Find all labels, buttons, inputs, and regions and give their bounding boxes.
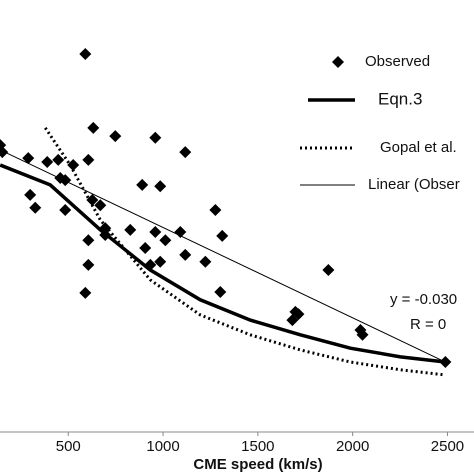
data-point: [214, 286, 227, 299]
data-point: [24, 188, 37, 201]
series-line: [0, 163, 446, 364]
annotation: R = 0: [410, 316, 446, 333]
legend-label: Linear (Obser: [368, 176, 460, 193]
data-point: [29, 201, 42, 214]
data-point: [174, 225, 187, 238]
data-point: [87, 121, 100, 134]
data-point: [82, 258, 95, 271]
data-point: [82, 234, 95, 247]
data-point: [179, 248, 192, 261]
series-line: [44, 127, 446, 377]
data-point: [159, 234, 172, 247]
data-point: [139, 241, 152, 254]
data-point: [286, 314, 299, 327]
legend-label: Eqn.3: [378, 89, 422, 108]
data-point: [41, 156, 54, 168]
x-tick-label: 2500: [431, 438, 464, 455]
x-tick-label: 1000: [146, 438, 179, 455]
legend-label: Observed: [365, 53, 430, 70]
x-tick-label: 500: [56, 438, 81, 455]
data-point: [79, 286, 92, 299]
data-point: [109, 130, 122, 143]
data-point: [82, 153, 95, 166]
data-point: [356, 328, 369, 341]
data-point: [94, 199, 107, 212]
data-point: [0, 139, 7, 152]
data-point: [292, 308, 305, 321]
x-tick-label: 1500: [241, 438, 274, 455]
data-point: [124, 223, 137, 236]
legend-marker: [332, 56, 344, 68]
x-tick-label: 2000: [336, 438, 369, 455]
legend-label: Gopal et al.: [380, 139, 457, 156]
data-point: [22, 152, 35, 165]
data-point: [67, 159, 80, 172]
data-point: [59, 203, 72, 216]
data-point: [322, 264, 335, 276]
data-point: [52, 153, 65, 166]
data-point: [199, 255, 212, 268]
data-point: [209, 203, 222, 216]
data-point: [79, 48, 92, 60]
data-point: [154, 255, 167, 268]
data-point: [216, 229, 229, 242]
annotation: y = -0.030: [390, 291, 457, 308]
data-point: [136, 178, 149, 191]
data-point: [149, 225, 162, 238]
data-point: [154, 180, 167, 193]
series-line: [0, 149, 446, 363]
data-point: [179, 146, 192, 159]
data-point: [149, 131, 162, 144]
data-point: [54, 171, 67, 184]
x-axis-label: CME speed (km/s): [193, 456, 322, 473]
